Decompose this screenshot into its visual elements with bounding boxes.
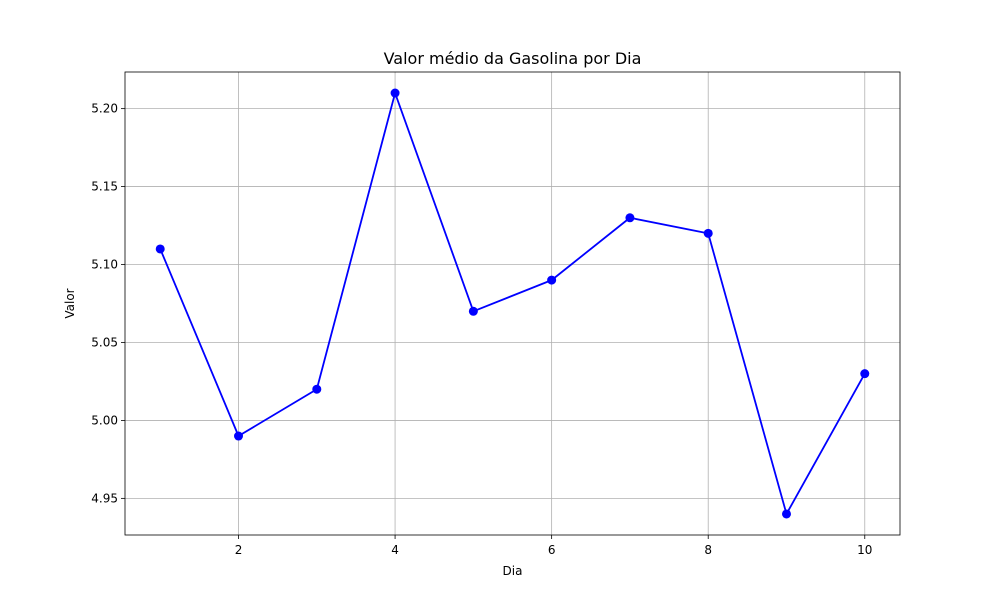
x-tick-label: 2	[235, 543, 243, 557]
y-tick-label: 4.95	[91, 491, 118, 505]
data-point	[468, 306, 478, 316]
data-point	[781, 509, 791, 519]
x-axis-label: Dia	[503, 564, 523, 578]
x-tick-label: 10	[857, 543, 872, 557]
x-tick-label: 6	[548, 543, 556, 557]
y-axis-label: Valor	[63, 288, 77, 318]
x-tick-label: 4	[391, 543, 399, 557]
data-point	[703, 228, 713, 238]
chart-title: Valor médio da Gasolina por Dia	[384, 49, 642, 68]
data-point	[312, 384, 322, 394]
axis-ticks: 2 4 6 8 10 4.95 5.00 5.05 5.10 5.15 5.20	[91, 102, 872, 557]
y-tick-label: 5.05	[91, 335, 118, 349]
plot-frame	[124, 71, 901, 536]
y-tick-label: 5.00	[91, 413, 118, 427]
data-point	[860, 369, 870, 379]
data-point	[155, 244, 165, 254]
data-point	[625, 213, 635, 223]
plot-area	[125, 72, 900, 535]
data-point	[234, 431, 244, 441]
data-point	[547, 275, 557, 285]
grid-lines	[125, 72, 900, 535]
x-tick-label: 8	[704, 543, 712, 557]
y-tick-label: 5.20	[91, 102, 118, 116]
y-tick-label: 5.10	[91, 258, 118, 272]
data-point	[390, 88, 400, 98]
series-line	[159, 92, 866, 515]
y-tick-label: 5.15	[91, 180, 118, 194]
series-layer	[155, 88, 870, 519]
